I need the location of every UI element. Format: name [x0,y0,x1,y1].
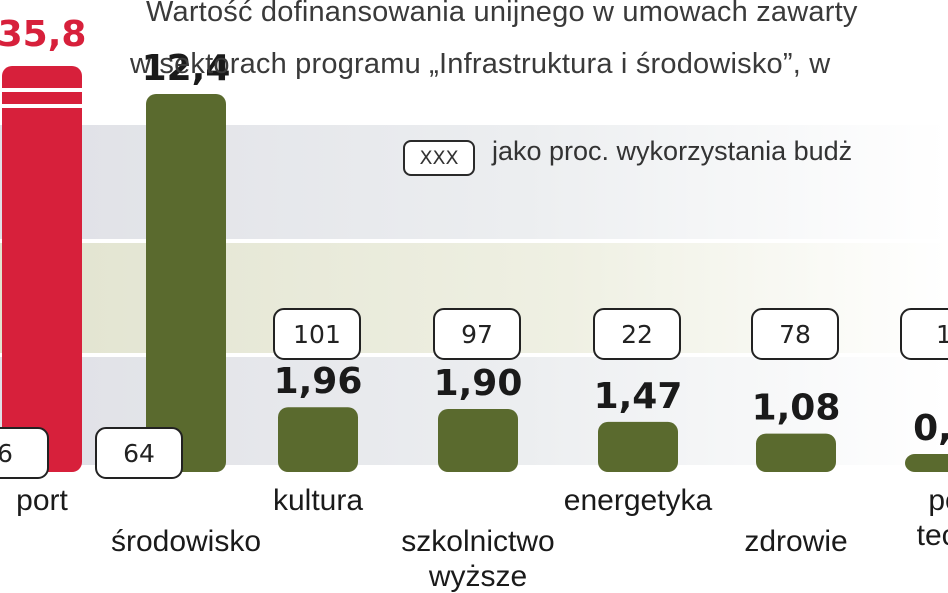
bar-value-label: 0,4 [913,408,948,449]
bar [756,433,836,472]
pct-callout-box [593,308,681,360]
category-label: tech [917,519,948,552]
bar-value-label: 12,4 [142,48,231,89]
pct-callout-label: 78 [779,320,811,349]
chart-title-line-2: w sektorach programu „Infrastruktura i ś… [130,48,831,80]
bar-value-label: 1,08 [752,388,841,429]
pct-callout-box [95,427,183,479]
bar [598,421,678,472]
pct-callout-box [751,308,839,360]
category-label: kultura [273,484,363,517]
bar-value-label: 1,47 [594,376,683,417]
pct-callout-box [433,308,521,360]
bar-value-label: 1,96 [274,361,363,402]
category-label: port [16,484,68,517]
pct-callout-box [273,308,361,360]
bar [2,66,82,472]
bar-value-label: 1,90 [434,363,523,404]
category-label: po [928,484,948,517]
pct-callout-label: 101 [293,320,341,349]
bar [905,454,948,472]
bar-break-mark [0,104,86,108]
legend-label: jako proc. wykorzystania budż [492,136,853,166]
category-label: wyższe [428,560,527,593]
bar [438,409,518,472]
category-label: szkolnictwo [401,525,554,558]
pct-callout-box [0,427,49,479]
category-label: środowisko [111,525,261,558]
bar [146,94,226,472]
pct-callout-box [900,308,948,360]
pct-callout-label: 22 [621,320,653,349]
bar-break-mark [0,88,86,92]
pct-callout-label: 1 [936,320,948,349]
category-label: energetyka [564,484,713,517]
legend-swatch-box: XXX [403,140,475,176]
bar [278,407,358,472]
chart-title-line-1: Wartość dofinansowania unijnego w umowac… [146,0,858,28]
pct-callout-label: 97 [461,320,493,349]
pct-callout-label: 6 [0,439,13,468]
category-label: zdrowie [744,525,847,558]
bar-value-label: 35,8 [0,14,86,55]
pct-callout-label: 64 [123,439,155,468]
